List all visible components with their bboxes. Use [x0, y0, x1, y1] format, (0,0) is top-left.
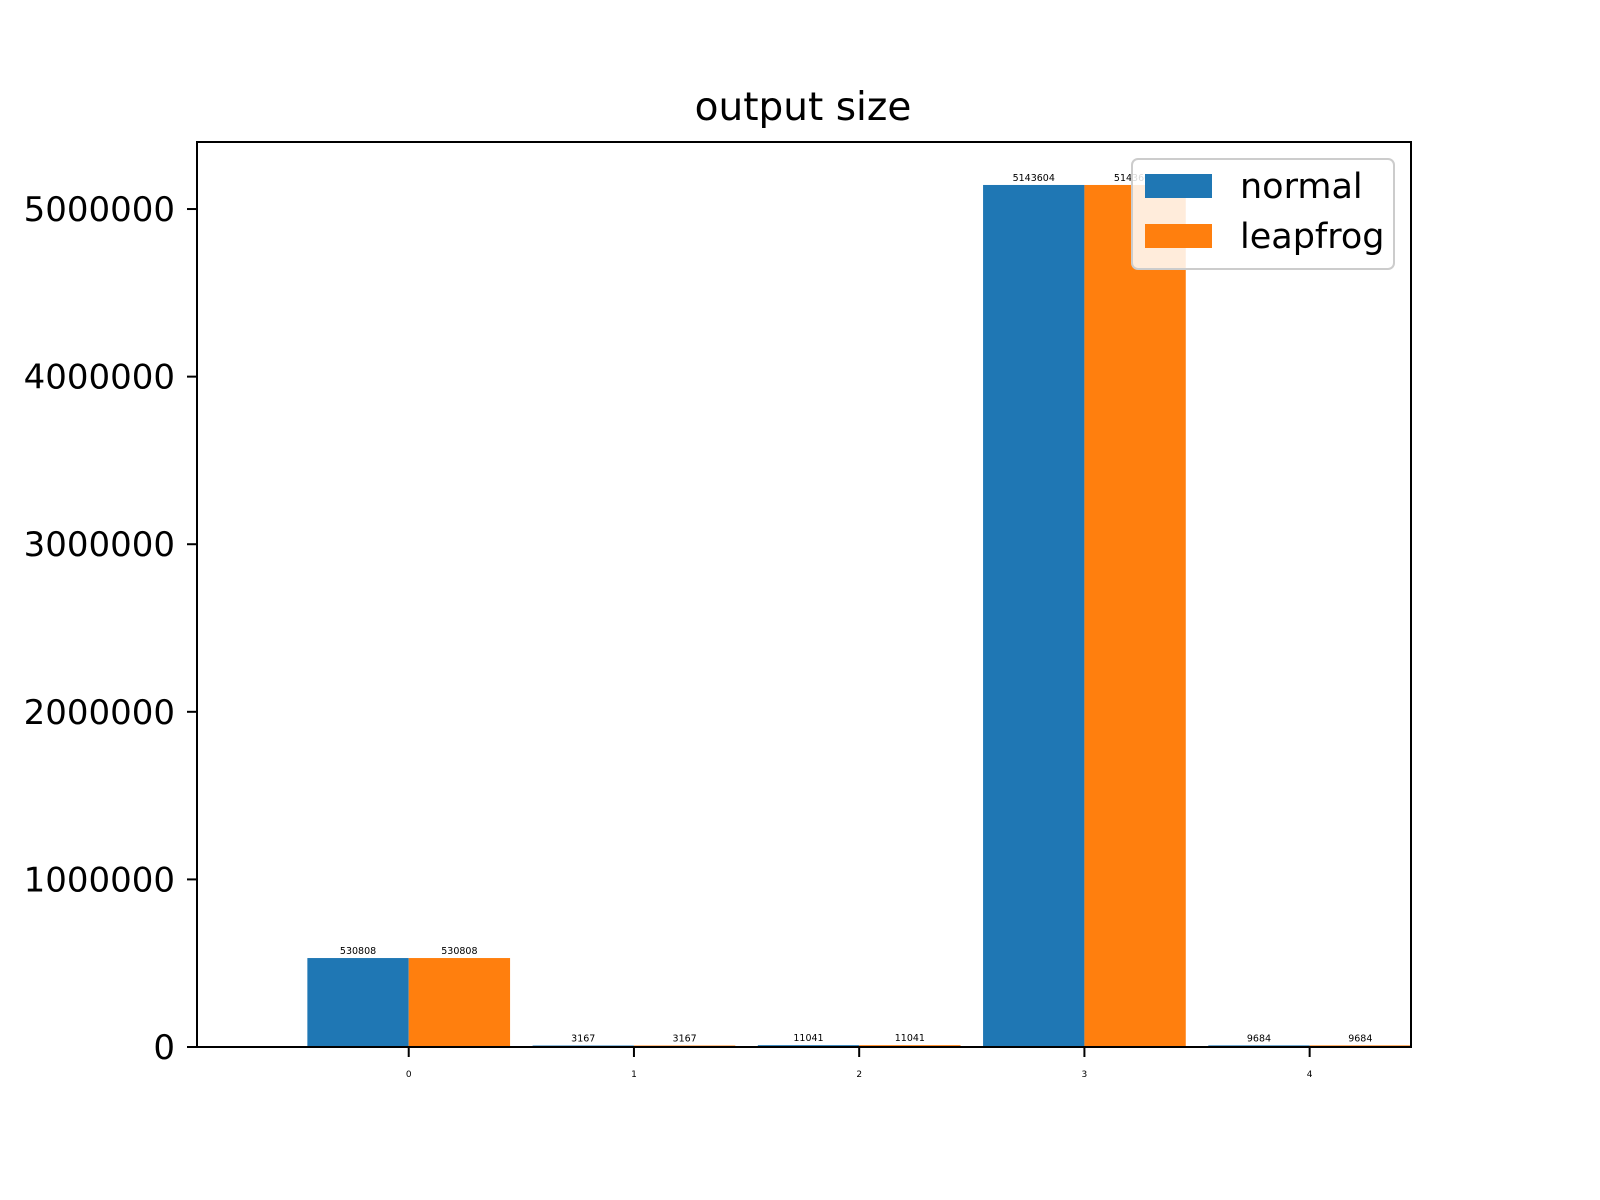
x-tick-label: 2 [856, 1070, 862, 1080]
y-tick-label: 4000000 [24, 358, 175, 398]
bar-value-label: 530808 [441, 946, 477, 957]
legend-label-leapfrog: leapfrog [1240, 217, 1385, 257]
bar-value-label: 9684 [1348, 1033, 1372, 1044]
bar-value-label: 11041 [895, 1033, 925, 1044]
bar-value-label: 9684 [1247, 1033, 1271, 1044]
x-axis: 0 1 2 3 4 [406, 1047, 1313, 1080]
chart-title: output size [695, 85, 912, 130]
x-tick-label: 3 [1082, 1070, 1088, 1080]
bar-leapfrog-3 [1084, 184, 1186, 1047]
bar-value-label: 3167 [571, 1034, 595, 1045]
y-tick-label: 3000000 [24, 525, 175, 565]
plot-bars [307, 184, 1411, 1047]
bar-value-label: 3167 [673, 1034, 697, 1045]
bar-value-label: 530808 [340, 946, 376, 957]
bar-value-label: 11041 [793, 1033, 823, 1044]
bar-normal-3 [983, 184, 1085, 1047]
bar-value-labels: 530808 3167 11041 5143604 9684 530808 3167 1104… [340, 173, 1373, 1045]
y-tick-label: 0 [153, 1028, 175, 1068]
x-tick-label: 4 [1307, 1070, 1313, 1080]
plot-frame [196, 141, 1412, 1048]
y-tick-label: 5000000 [24, 190, 175, 230]
bar-leapfrog-0 [408, 958, 511, 1047]
legend-swatch-normal [1145, 174, 1212, 198]
x-tick-label: 1 [631, 1070, 637, 1080]
y-tick-label: 2000000 [24, 693, 175, 733]
legend: normal leapfrog [1131, 158, 1395, 270]
y-axis: 0 1000000 2000000 3000000 4000000 5000000 [24, 190, 197, 1068]
bar-normal-0 [307, 958, 409, 1047]
legend-swatch-leapfrog [1145, 224, 1212, 248]
bar-value-label: 5143604 [1013, 173, 1055, 184]
legend-label-normal: normal [1240, 167, 1363, 207]
y-tick-label: 1000000 [24, 860, 175, 900]
x-tick-label: 0 [406, 1070, 412, 1080]
